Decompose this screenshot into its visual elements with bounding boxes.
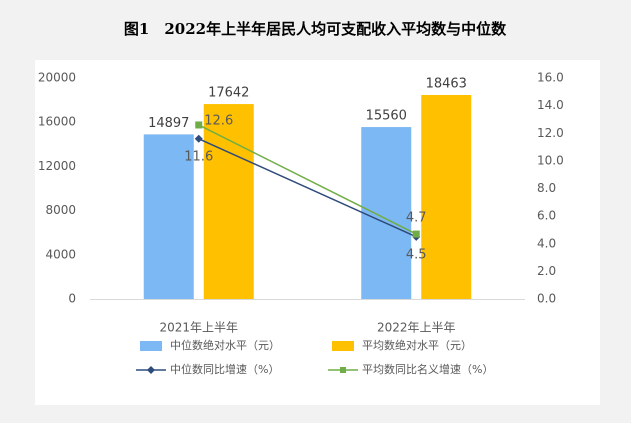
y-tick-label: 0 (68, 292, 76, 306)
marker (194, 134, 203, 143)
value-label: 11.6 (184, 149, 213, 164)
x-tick-label: 2022年上半年 (377, 321, 456, 335)
line (198, 124, 417, 235)
chart-title: 图1 2022年上半年居民人均可支配收入平均数与中位数 (124, 20, 507, 38)
y-tick-label: 12000 (38, 159, 76, 173)
x-tick-label: 2021年上半年 (159, 321, 238, 335)
value-label: 17642 (208, 86, 249, 101)
legend-swatch (332, 341, 354, 351)
y-tick-label: 16000 (38, 115, 76, 129)
value-label: 4.7 (406, 211, 427, 226)
y2-tick-label: 6.0 (537, 209, 556, 223)
legend-swatch (340, 367, 346, 373)
y2-tick-label: 2.0 (537, 264, 556, 278)
legend-label: 平均数同比名义增速（%） (362, 362, 493, 376)
bar (361, 127, 412, 299)
legend-swatch (140, 341, 162, 351)
value-label: 15560 (366, 109, 407, 124)
value-label: 12.6 (204, 113, 233, 128)
y-tick-label: 4000 (45, 247, 76, 261)
y2-tick-label: 14.0 (537, 98, 564, 112)
y2-tick-label: 10.0 (537, 153, 564, 167)
legend-swatch (147, 366, 155, 374)
y2-tick-label: 16.0 (537, 71, 564, 85)
y2-tick-label: 12.0 (537, 126, 564, 140)
bar (421, 94, 472, 299)
legend-label: 中位数同比增速（%） (170, 362, 279, 376)
legend-label: 平均数绝对水平（元） (362, 338, 472, 352)
value-label: 14897 (148, 116, 189, 131)
value-label: 18463 (426, 76, 467, 91)
line (198, 138, 417, 238)
y2-tick-label: 4.0 (537, 236, 556, 250)
y-tick-label: 20000 (38, 71, 76, 85)
legend-label: 中位数绝对水平（元） (170, 338, 280, 352)
y2-tick-label: 0.0 (537, 292, 556, 306)
marker (412, 230, 420, 238)
value-label: 4.5 (406, 247, 427, 262)
bar (203, 104, 254, 299)
marker (195, 121, 203, 129)
plot-panel (35, 60, 600, 405)
y-tick-label: 8000 (45, 203, 76, 217)
y2-tick-label: 8.0 (537, 181, 556, 195)
bar (143, 134, 194, 299)
